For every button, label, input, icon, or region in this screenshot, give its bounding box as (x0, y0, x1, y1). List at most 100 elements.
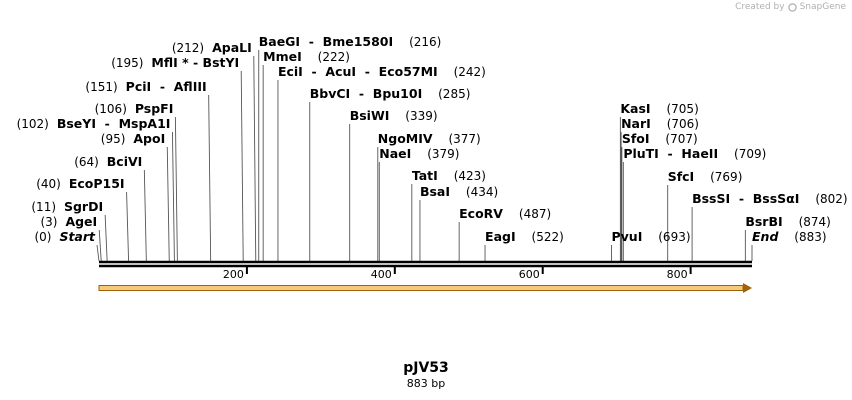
site-label[interactable]: PvuI (693) (611, 229, 690, 244)
site-name: PciI - AflIII (126, 79, 207, 94)
site-label[interactable]: NgoMIV (377) (378, 131, 481, 146)
site-label[interactable]: KasI (705) (620, 101, 698, 116)
site-name: BbvCI - Bpu10I (310, 86, 422, 101)
site-position: (216) (409, 35, 441, 49)
site-name: ApaLI (212, 40, 252, 55)
feature-site[interactable]: (95) ApoI (101, 131, 165, 146)
feature-site[interactable]: BaeGI - Bme1580I (216) (259, 34, 442, 49)
site-position: (802) (815, 192, 847, 206)
feature-site[interactable]: (0) Start (34, 229, 96, 244)
axis-ticks: 200 400 600 800 (223, 266, 692, 281)
site-label[interactable]: MmeI (222) (263, 49, 350, 64)
site-label[interactable]: TatI (423) (412, 168, 486, 183)
feature-site[interactable]: PluTI - HaeII (709) (623, 146, 766, 161)
leader-lines (96, 50, 753, 262)
feature-site[interactable]: (40) EcoP15I (36, 176, 124, 191)
site-label[interactable]: EagI (522) (485, 229, 564, 244)
plasmid-name: pJV53 (403, 360, 449, 376)
site-label[interactable]: (95) ApoI (101, 131, 165, 146)
feature-site[interactable]: EagI (522) (485, 229, 564, 244)
feature-site[interactable]: NaeI (379) (379, 146, 459, 161)
site-label[interactable]: BsaI (434) (420, 184, 498, 199)
plasmid-length: 883 bp (406, 377, 446, 390)
site-label[interactable]: (151) PciI - AflIII (85, 79, 206, 94)
feature-site[interactable]: (195) MflI * - BstYI (111, 55, 239, 70)
site-label[interactable]: (102) BseYI - MspA1I (17, 116, 171, 131)
feature-site[interactable]: SfoI (707) (622, 131, 698, 146)
site-label[interactable]: NaeI (379) (379, 146, 459, 161)
site-label[interactable]: EcoRV (487) (459, 206, 551, 221)
site-name: PvuI (611, 229, 642, 244)
feature-site[interactable]: MmeI (222) (263, 49, 350, 64)
site-label[interactable]: BsiWI (339) (350, 108, 438, 123)
feature-site[interactable]: (102) BseYI - MspA1I (17, 116, 171, 131)
site-label[interactable]: (195) MflI * - BstYI (111, 55, 239, 70)
feature-site[interactable]: PvuI (693) (611, 229, 690, 244)
site-label[interactable]: SfcI (769) (668, 169, 743, 184)
site-label[interactable]: End (883) (752, 229, 827, 244)
site-position: (40) (36, 177, 61, 191)
site-position: (285) (438, 87, 470, 101)
feature-site[interactable]: BsiWI (339) (350, 108, 438, 123)
feature-site[interactable]: EcoRV (487) (459, 206, 551, 221)
site-position: (709) (734, 147, 766, 161)
feature-site[interactable]: (64) BciVI (74, 154, 142, 169)
leader-line (208, 94, 212, 262)
feature-site[interactable]: BbvCI - Bpu10I (285) (310, 86, 471, 101)
feature-site[interactable]: EciI - AcuI - Eco57MI (242) (278, 64, 486, 79)
site-label[interactable]: (40) EcoP15I (36, 176, 124, 191)
site-label[interactable]: NarI (706) (621, 116, 699, 131)
axis-tick-label: 200 (223, 268, 244, 281)
site-name: KasI (620, 101, 650, 116)
site-label[interactable]: BsrBI (874) (745, 214, 831, 229)
feature-site[interactable]: (11) SgrDI (31, 199, 103, 214)
feature-arrow[interactable] (98, 283, 752, 293)
site-label[interactable]: SfoI (707) (622, 131, 698, 146)
site-position: (95) (101, 132, 126, 146)
leader-line (240, 70, 244, 262)
site-label[interactable]: BssSI - BssSαI (802) (692, 191, 848, 206)
site-label[interactable]: (106) PspFI (95, 101, 174, 116)
site-label[interactable]: (3) AgeI (40, 214, 97, 229)
site-label[interactable]: EciI - AcuI - Eco57MI (242) (278, 64, 486, 79)
feature-site[interactable]: SfcI (769) (668, 169, 743, 184)
axis-tick-label: 400 (371, 268, 392, 281)
site-name: AgeI (65, 214, 97, 229)
site-name: ApoI (133, 131, 165, 146)
site-name: NaeI (379, 146, 411, 161)
feature-site[interactable]: TatI (423) (412, 168, 486, 183)
site-label[interactable]: (11) SgrDI (31, 199, 103, 214)
feature-site[interactable]: NgoMIV (377) (378, 131, 481, 146)
site-position: (212) (172, 41, 204, 55)
site-label[interactable]: (64) BciVI (74, 154, 142, 169)
feature-site[interactable]: NarI (706) (621, 116, 699, 131)
site-name: Start (59, 229, 96, 244)
site-label[interactable]: BaeGI - Bme1580I (216) (259, 34, 442, 49)
site-label[interactable]: BbvCI - Bpu10I (285) (310, 86, 471, 101)
feature-site[interactable]: (106) PspFI (95, 101, 174, 116)
site-label[interactable]: (212) ApaLI (172, 40, 252, 55)
feature-site[interactable]: KasI (705) (620, 101, 698, 116)
feature-site[interactable]: BsaI (434) (420, 184, 498, 199)
site-name: BseYI - MspA1I (57, 116, 171, 131)
feature-site[interactable]: BssSI - BssSαI (802) (692, 191, 848, 206)
site-position: (705) (666, 102, 698, 116)
site-position: (522) (532, 230, 564, 244)
site-name: PluTI - HaeII (623, 146, 718, 161)
site-label[interactable]: (0) Start (34, 229, 96, 244)
site-name: BciVI (107, 154, 143, 169)
site-label[interactable]: PluTI - HaeII (709) (623, 146, 766, 161)
site-position: (377) (448, 132, 480, 146)
leader-line (98, 229, 102, 262)
site-name: EciI - AcuI - Eco57MI (278, 64, 438, 79)
feature-site[interactable]: (3) AgeI (40, 214, 97, 229)
leader-line (166, 146, 170, 262)
feature-site[interactable]: End (883) (752, 229, 827, 244)
feature-site[interactable]: (212) ApaLI (172, 40, 252, 55)
site-name: MmeI (263, 49, 302, 64)
site-name: TatI (412, 168, 438, 183)
leader-line (104, 214, 108, 262)
feature-site[interactable]: (151) PciI - AflIII (85, 79, 206, 94)
feature-site[interactable]: BsrBI (874) (745, 214, 831, 229)
site-name: BssSI - BssSαI (692, 191, 799, 206)
